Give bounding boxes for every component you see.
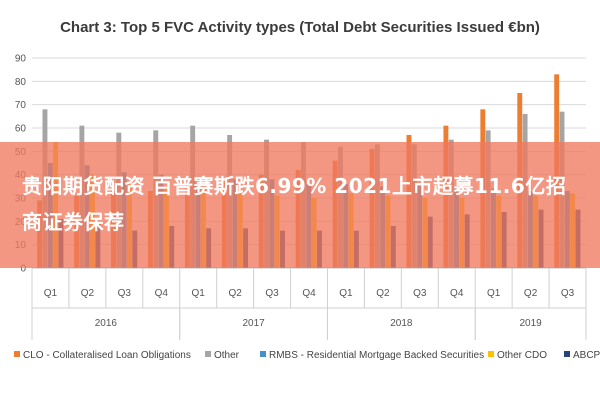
x-tick-label: Q1 bbox=[339, 288, 353, 299]
legend-swatch bbox=[14, 351, 20, 357]
year-label: 2016 bbox=[95, 318, 118, 329]
y-tick-label: 0 bbox=[20, 264, 26, 275]
legend-label: RMBS - Residential Mortgage Backed Secur… bbox=[269, 350, 484, 361]
x-tick-label: Q1 bbox=[192, 288, 206, 299]
x-tick-label: Q1 bbox=[44, 288, 58, 299]
legend-label: Other CDO bbox=[497, 350, 547, 361]
headline-banner: 贵阳期货配资 百普赛斯跌6.99% 2021上市超募11.6亿招商证券保荐 bbox=[0, 142, 600, 268]
x-tick-label: Q4 bbox=[450, 288, 464, 299]
legend: CLO - Collateralised Loan Obligations Oth… bbox=[14, 350, 600, 361]
x-tick-label: Q2 bbox=[524, 288, 538, 299]
chart-title: Chart 3: Top 5 FVC Activity types (Total… bbox=[60, 19, 540, 36]
x-tick-label: Q3 bbox=[265, 288, 279, 299]
y-tick-label: 70 bbox=[15, 100, 27, 111]
year-label: 2017 bbox=[242, 318, 265, 329]
y-tick-label: 90 bbox=[15, 54, 27, 65]
legend-swatch bbox=[205, 351, 211, 357]
year-label: 2019 bbox=[519, 318, 542, 329]
headline-text: 贵阳期货配资 百普赛斯跌6.99% 2021上市超募11.6亿招商证券保荐 bbox=[22, 174, 567, 234]
legend-label: ABCP bbox=[573, 350, 600, 361]
x-tick-label: Q4 bbox=[155, 288, 169, 299]
year-label: 2018 bbox=[390, 318, 413, 329]
legend-swatch bbox=[564, 351, 570, 357]
legend-swatch bbox=[260, 351, 266, 357]
y-tick-label: 60 bbox=[15, 124, 27, 135]
x-tick-label: Q4 bbox=[302, 288, 316, 299]
x-tick-label: Q3 bbox=[118, 288, 132, 299]
y-tick-label: 80 bbox=[15, 77, 27, 88]
x-tick-label: Q2 bbox=[228, 288, 242, 299]
x-tick-label: Q2 bbox=[376, 288, 390, 299]
x-tick-label: Q3 bbox=[413, 288, 427, 299]
legend-swatch bbox=[488, 351, 494, 357]
x-axis: Q1 Q2 Q3 Q4 Q1 Q2 Q3 Q4 Q1 Q2 Q3 Q4 Q1 Q2 Q3 2016 2017 20… bbox=[31, 267, 587, 340]
x-tick-label: Q1 bbox=[487, 288, 501, 299]
legend-label: CLO - Collateralised Loan Obligations bbox=[23, 350, 191, 361]
x-tick-label: Q3 bbox=[561, 288, 575, 299]
x-tick-label: Q2 bbox=[81, 288, 95, 299]
legend-label: Other bbox=[214, 350, 240, 361]
